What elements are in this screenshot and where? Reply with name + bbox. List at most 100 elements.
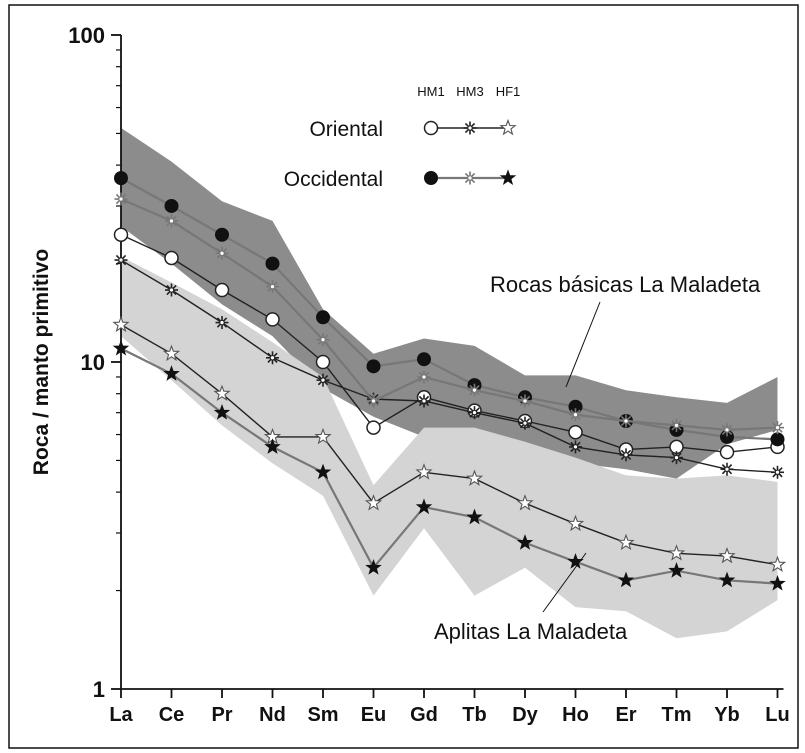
band-pointer-0 (565, 301, 601, 388)
data-point-hm1-sm (315, 354, 331, 370)
legend-marker-asterisk (463, 171, 477, 185)
x-tick-label-Pr: Pr (211, 704, 232, 726)
series-line (120, 234, 778, 453)
data-point-hm1-sm (316, 310, 330, 325)
data-point-hm3-dy (518, 416, 532, 430)
annotations-layer: Rocas básicas La Maladeta Aplitas La Mala… (434, 272, 761, 644)
data-point-hm3-lu (771, 421, 784, 435)
asterisk-center (572, 444, 579, 450)
asterisk-center (471, 387, 478, 393)
data-point-hm1-pr (214, 282, 230, 298)
band-label-0: Rocas básicas La Maladeta (490, 272, 761, 297)
y-tick-label-100: 100 (68, 23, 105, 48)
asterisk-center (168, 287, 175, 293)
data-point-hm1-la (113, 227, 129, 242)
data-point-hm3-la (114, 192, 128, 206)
data-point-hm3-nd (266, 280, 279, 294)
asterisk-center (471, 409, 478, 416)
legend: HM1 HM3 HF1 Oriental Occidental (284, 84, 521, 191)
data-point-hf1-la (112, 339, 130, 356)
data-point-hm3-tb (468, 406, 481, 420)
asterisk-center (623, 418, 629, 424)
data-point-hm3-tb (468, 383, 481, 397)
data-point-hm1-ce (164, 198, 179, 213)
data-point-hm3-ho (569, 408, 582, 422)
data-point-hm3-gd (417, 370, 431, 384)
data-point-hm3-eu (367, 394, 380, 408)
data-point-hm1-gd (417, 352, 431, 367)
data-point-hf1-tb (465, 469, 484, 486)
bands-layer (121, 127, 778, 639)
data-point-hf1-er (617, 533, 635, 551)
asterisk-center (370, 398, 377, 404)
series-line (120, 324, 778, 566)
data-point-hm3-tm (670, 418, 683, 432)
legend-sample-label-hm3: HM3 (456, 84, 483, 99)
data-point-hm3-yb (720, 462, 734, 476)
asterisk-center (724, 466, 730, 472)
data-point-hm1-ce (164, 250, 179, 266)
data-point-hm1-nd (265, 256, 280, 271)
y-axis-label: Roca / manto primitivo (30, 249, 53, 475)
asterisk-center (774, 469, 781, 476)
x-tick-label-Lu: Lu (765, 704, 789, 726)
series-line (120, 198, 778, 432)
data-point-hm3-er (619, 414, 633, 428)
data-point-hf1-gd (415, 463, 433, 480)
data-point-hf1-yb (718, 546, 736, 564)
legend-marker-circle-open (423, 120, 439, 136)
asterisk-center (118, 257, 124, 263)
data-point-hm3-pr (215, 316, 229, 330)
data-point-hm3-ce (165, 214, 178, 228)
x-tick-label-La: La (109, 704, 133, 726)
data-point-hm3-ce (165, 283, 178, 297)
data-point-hf1-lu (768, 555, 787, 573)
legend-sample-label-hm1: HM1 (417, 84, 444, 99)
data-point-hf1-dy (516, 494, 534, 511)
data-point-hf1-tm (668, 562, 685, 578)
axes-layer: 1 10 100 La Ce Pr Nd Sm Eu Gd Tb Dy Ho Er Tm Yb Lu Roca /… (30, 23, 790, 726)
data-point-hm1-ho (568, 424, 583, 440)
x-tick-label-Gd: Gd (410, 704, 438, 726)
asterisk-center (467, 175, 473, 181)
data-point-hm3-lu (771, 465, 784, 479)
data-point-hf1-dy (516, 534, 534, 550)
data-point-hm3-sm (316, 333, 330, 347)
data-point-hm1-pr (215, 227, 229, 242)
data-point-hf1-la (112, 315, 130, 333)
data-point-hf1-gd (415, 498, 433, 515)
x-tick-label-Eu: Eu (361, 704, 387, 726)
band-label-1: Aplitas La Maladeta (434, 619, 628, 644)
asterisk-center (219, 319, 225, 326)
data-point-hm3-gd (417, 394, 431, 408)
data-point-hf1-tm (667, 544, 686, 561)
data-point-hm3-dy (518, 394, 532, 408)
data-point-hm3-la (114, 253, 128, 267)
series-line (120, 177, 778, 441)
asterisk-center (118, 196, 124, 202)
data-point-hm3-er (619, 448, 633, 462)
data-point-hm1-yb (719, 444, 735, 460)
asterisk-center (522, 398, 528, 404)
asterisk-center (168, 218, 175, 224)
data-point-hf1-lu (769, 574, 786, 591)
data-point-hm3-tm (670, 451, 683, 465)
y-tick-label-1: 1 (93, 677, 105, 702)
data-point-hf1-sm (314, 463, 332, 480)
x-tick-label-Er: Er (615, 704, 636, 726)
data-point-hf1-ce (162, 344, 181, 362)
data-point-hf1-ho (566, 514, 585, 532)
data-point-hm3-sm (316, 373, 330, 387)
asterisk-center (623, 452, 629, 458)
legend-marker-asterisk (463, 121, 477, 135)
data-point-hm3-nd (266, 351, 279, 365)
x-tick-label-Nd: Nd (259, 704, 286, 726)
asterisk-center (421, 374, 427, 380)
asterisk-center (724, 427, 730, 433)
asterisk-center (572, 411, 579, 418)
x-tick-label-Ce: Ce (159, 704, 185, 726)
data-point-hf1-nd (264, 438, 281, 454)
x-tick-label-Ho: Ho (562, 704, 589, 726)
data-point-hm1-eu (366, 359, 381, 374)
